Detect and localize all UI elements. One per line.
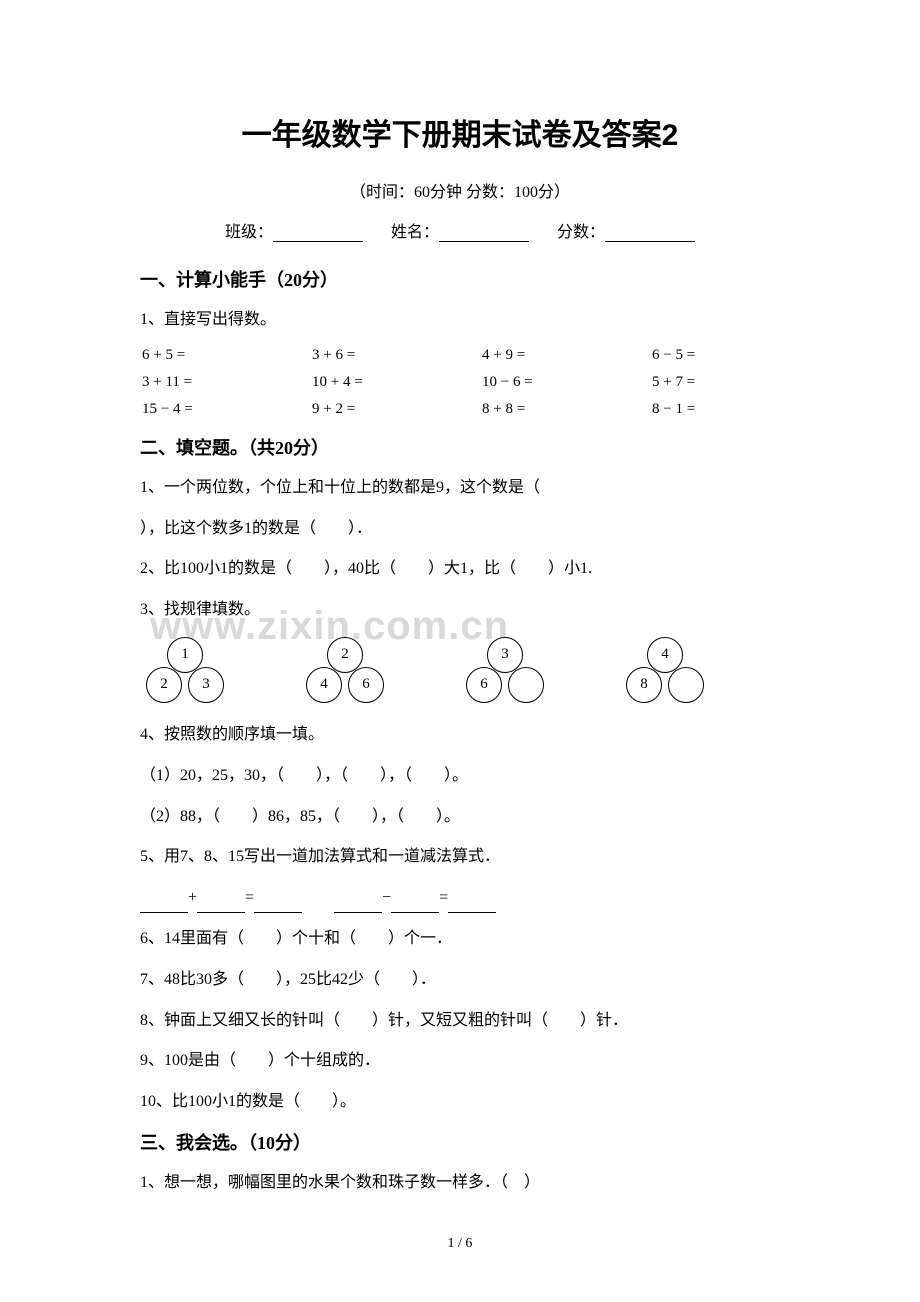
section-3-q1: 1、想一想，哪幅图里的水果个数和珠子数一样多．（ ）	[140, 1169, 780, 1198]
circle-top: 2	[327, 637, 363, 673]
section-2-q3: 3、找规律填数。	[140, 596, 780, 625]
section-2-header: 二、填空题。（共20分）	[140, 434, 780, 460]
page-title: 一年级数学下册期末试卷及答案2	[140, 110, 780, 154]
page-number: 1 / 6	[0, 1236, 920, 1252]
calc-cell: 5 + 7 =	[652, 374, 772, 391]
section-2-q7: 7、48比30多（ ），25比42少（ ）．	[140, 966, 780, 995]
section-2-q4-2: （2）88，（ ）86，85，（ ），（ ）。	[140, 803, 780, 832]
equation-blank	[254, 897, 302, 913]
circle-top: 3	[487, 637, 523, 673]
section-2-q9: 9、100是由（ ）个十组成的．	[140, 1047, 780, 1076]
calc-cell: 3 + 11 =	[142, 374, 312, 391]
section-2-q4-1: （1）20，25，30，（ ），（ ），（ ）。	[140, 762, 780, 791]
section-1-q1: 1、直接写出得数。	[140, 306, 780, 335]
calc-cell: 10 + 4 =	[312, 374, 482, 391]
circle-group: 1 2 3	[140, 637, 230, 707]
calc-cell: 15 − 4 =	[142, 401, 312, 418]
calc-cell: 3 + 6 =	[312, 347, 482, 364]
calc-cell: 6 + 5 =	[142, 347, 312, 364]
calc-cell: 8 + 8 =	[482, 401, 652, 418]
name-label: 姓名：	[391, 224, 439, 241]
circle-group: 4 8	[620, 637, 710, 707]
section-2-q8: 8、钟面上又细又长的针叫（ ）针，又短又粗的针叫（ ）针．	[140, 1007, 780, 1036]
student-info-line: 班级： 姓名： 分数：	[140, 218, 780, 242]
calc-cell: 10 − 6 =	[482, 374, 652, 391]
circle-bottom-right	[508, 667, 544, 703]
score-label: 分数：	[557, 224, 605, 241]
equation-blank	[334, 897, 382, 913]
circle-group: 3 6	[460, 637, 550, 707]
circle-pattern-row: 1 2 3 2 4 6 3 6 4 8	[140, 637, 780, 707]
calc-cell: 6 − 5 =	[652, 347, 772, 364]
calc-cell: 9 + 2 =	[312, 401, 482, 418]
calc-grid: 6 + 5 = 3 + 6 = 4 + 9 = 6 − 5 = 3 + 11 =…	[142, 347, 780, 418]
circle-bottom-left: 2	[146, 667, 182, 703]
equation-blank	[140, 897, 188, 913]
section-2-q5: 5、用7、8、15写出一道加法算式和一道减法算式．	[140, 843, 780, 872]
section-3-header: 三、我会选。（10分）	[140, 1129, 780, 1155]
equation-blank	[197, 897, 245, 913]
equation-blank	[448, 897, 496, 913]
exam-meta: （时间：60分钟 分数：100分）	[140, 178, 780, 202]
circle-bottom-left: 6	[466, 667, 502, 703]
circle-bottom-right	[668, 667, 704, 703]
class-label: 班级：	[225, 224, 273, 241]
circle-bottom-left: 4	[306, 667, 342, 703]
class-blank	[273, 224, 363, 242]
calc-cell: 4 + 9 =	[482, 347, 652, 364]
circle-group: 2 4 6	[300, 637, 390, 707]
calc-cell: 8 − 1 =	[652, 401, 772, 418]
section-2-q6: 6、14里面有（ ）个十和（ ）个一．	[140, 925, 780, 954]
name-blank	[439, 224, 529, 242]
circle-top: 1	[167, 637, 203, 673]
section-2-q5-equations: += −=	[140, 884, 780, 913]
section-1-header: 一、计算小能手（20分）	[140, 266, 780, 292]
section-2-q2: 2、比100小1的数是（ ），40比（ ）大1，比（ ）小1.	[140, 555, 780, 584]
section-2-q1a: 1、一个两位数，个位上和十位上的数都是9，这个数是（	[140, 474, 780, 503]
circle-bottom-left: 8	[626, 667, 662, 703]
circle-bottom-right: 3	[188, 667, 224, 703]
section-2-q4: 4、按照数的顺序填一填。	[140, 721, 780, 750]
section-2-q10: 10、比100小1的数是（ ）。	[140, 1088, 780, 1117]
section-2-q1b: ），比这个数多1的数是（ ）．	[140, 515, 780, 544]
equation-blank	[391, 897, 439, 913]
circle-top: 4	[647, 637, 683, 673]
score-blank	[605, 224, 695, 242]
circle-bottom-right: 6	[348, 667, 384, 703]
